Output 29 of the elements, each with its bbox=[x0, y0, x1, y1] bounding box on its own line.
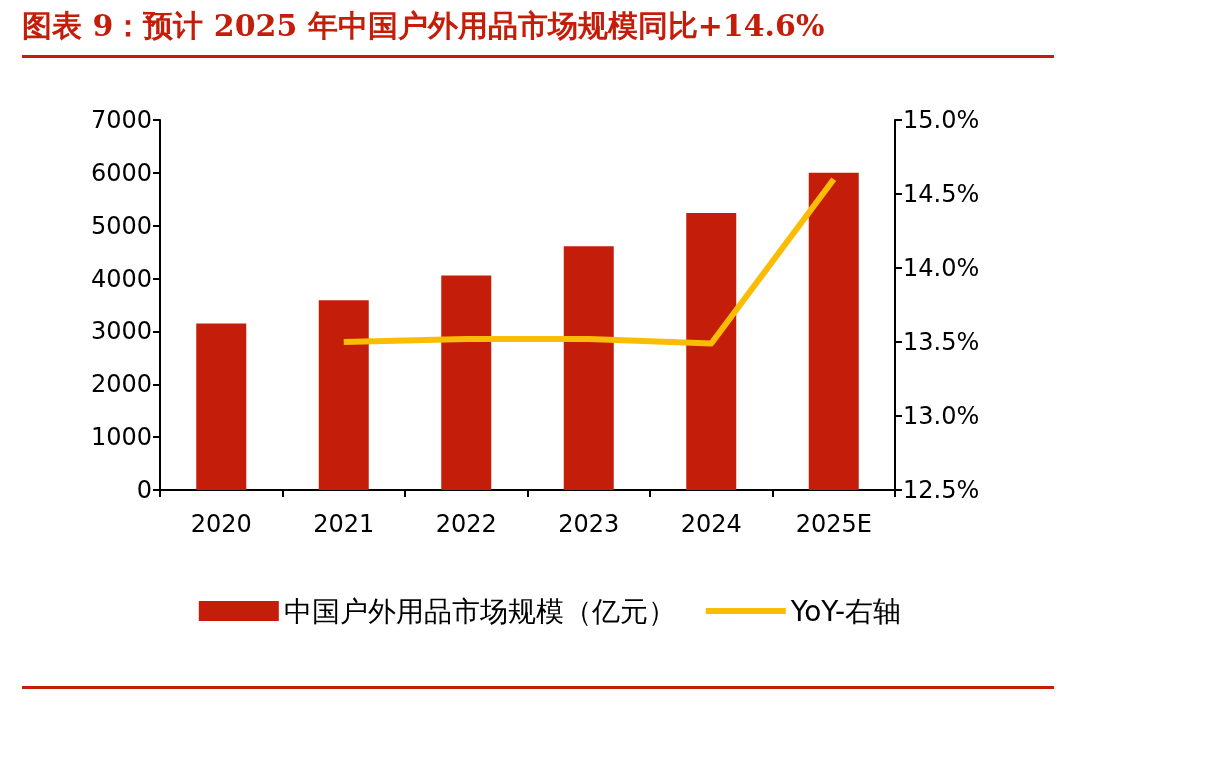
y2-tick-label: 12.5% bbox=[903, 476, 980, 504]
y-tick-label: 7000 bbox=[90, 106, 152, 134]
x-tick-label: 2022 bbox=[435, 510, 497, 538]
y2-tick-label: 15.0% bbox=[903, 106, 980, 134]
x-tick-label: 2023 bbox=[558, 510, 620, 538]
bar bbox=[686, 213, 737, 490]
y-tick-label: 2000 bbox=[90, 370, 152, 399]
x-tick-label: 2024 bbox=[680, 510, 742, 538]
bar bbox=[196, 323, 247, 490]
x-tick-label: 2021 bbox=[313, 510, 375, 538]
y-tick-label: 6000 bbox=[90, 158, 152, 187]
y-tick-label: 1000 bbox=[90, 423, 152, 452]
y2-tick-label: 14.0% bbox=[903, 254, 980, 282]
legend-label: 中国户外用品市场规模（亿元） bbox=[283, 594, 676, 628]
y-tick-label: 4000 bbox=[90, 264, 152, 293]
legend-label: YoY-右轴 bbox=[789, 594, 902, 628]
y2-tick-label: 14.5% bbox=[903, 180, 980, 208]
y-tick-label: 5000 bbox=[90, 211, 152, 240]
y2-tick-label: 13.5% bbox=[903, 328, 980, 356]
bar bbox=[563, 246, 614, 490]
y2-tick-label: 13.0% bbox=[903, 402, 980, 430]
bar bbox=[808, 172, 859, 490]
y-tick-label: 3000 bbox=[90, 317, 152, 346]
x-tick-label: 2025E bbox=[795, 510, 872, 538]
chart-title: 图表 9：预计 2025 年中国户外用品市场规模同比+14.6% bbox=[22, 6, 1054, 58]
bar bbox=[441, 275, 492, 490]
y-tick-label: 0 bbox=[136, 476, 152, 504]
x-tick-label: 2020 bbox=[190, 510, 252, 538]
bar bbox=[318, 300, 369, 490]
